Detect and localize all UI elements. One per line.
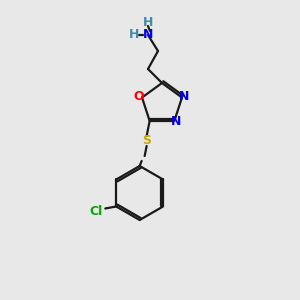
Text: Cl: Cl [90,205,103,218]
Text: N: N [143,28,153,41]
Text: S: S [142,134,151,148]
Text: H: H [129,28,139,41]
Text: N: N [179,90,189,103]
Text: O: O [134,90,144,103]
Text: N: N [171,116,182,128]
Text: H: H [143,16,153,28]
